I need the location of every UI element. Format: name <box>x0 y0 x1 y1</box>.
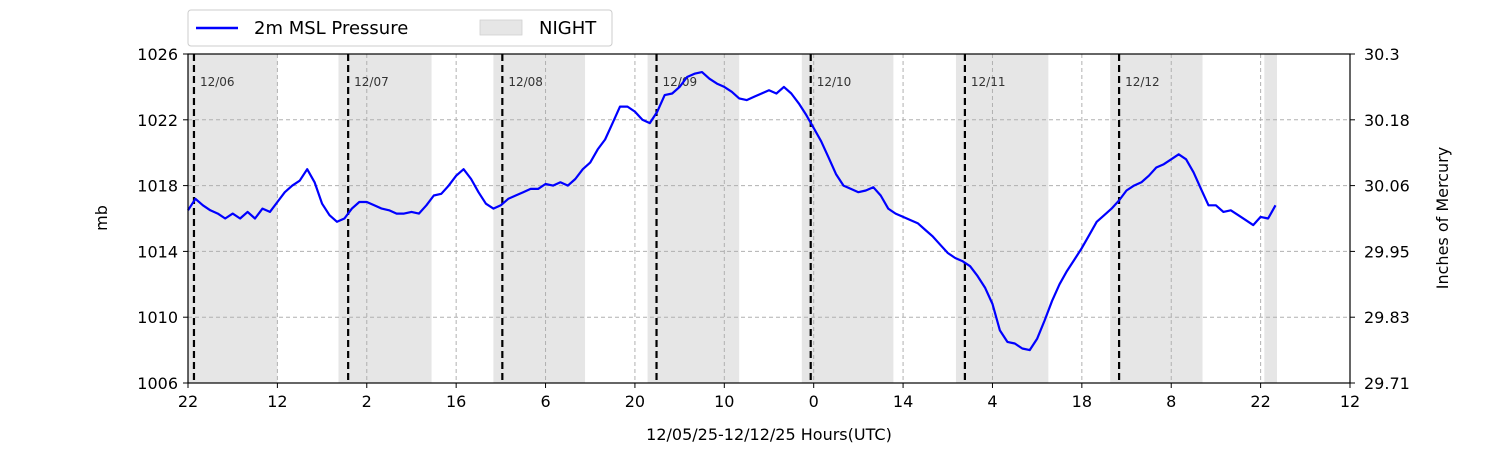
legend: 2m MSL Pressure NIGHT <box>187 9 613 47</box>
grid-lines <box>188 54 1350 383</box>
y-tick-label: 1010 <box>137 308 178 327</box>
legend-night-swatch <box>479 19 523 36</box>
y2-tick-label: 29.95 <box>1364 242 1410 261</box>
night-band <box>1264 54 1278 383</box>
night-band <box>1110 54 1203 383</box>
x-tick-label: 20 <box>625 392 645 411</box>
x-tick-label: 22 <box>178 392 198 411</box>
day-marker-label: 12/12 <box>1125 75 1160 89</box>
night-band <box>955 54 1049 383</box>
y2-axis-label: Inches of Mercury <box>1433 147 1452 289</box>
y2-tick-label: 29.71 <box>1364 374 1410 393</box>
x-tick-label: 12 <box>1340 392 1360 411</box>
y-tick-label: 1026 <box>137 45 178 64</box>
night-band <box>493 54 586 383</box>
x-tick-label: 10 <box>714 392 734 411</box>
x-axis-label: 12/05/25-12/12/25 Hours(UTC) <box>646 425 892 444</box>
x-tick-label: 12 <box>267 392 287 411</box>
legend-series-label: 2m MSL Pressure <box>254 18 408 39</box>
y-tick-label: 1022 <box>137 111 178 130</box>
night-band <box>188 54 278 383</box>
plot-frame <box>187 53 1351 384</box>
x-tick-label: 4 <box>987 392 997 411</box>
x-tick-label: 18 <box>1072 392 1092 411</box>
x-tick-label: 8 <box>1166 392 1176 411</box>
y2-tick-label: 29.83 <box>1364 308 1410 327</box>
legend-night-label: NIGHT <box>539 18 597 39</box>
day-marker-label: 12/07 <box>354 75 389 89</box>
day-markers: 12/06 12/07 12/08 12/09 12/10 12/11 12/12 <box>192 54 1160 383</box>
y-tick-label: 1014 <box>137 242 178 261</box>
day-marker-label: 12/06 <box>200 75 235 89</box>
x-tick-label: 14 <box>893 392 913 411</box>
x-tick-label: 6 <box>540 392 550 411</box>
night-bands <box>188 54 1278 383</box>
x-tick-label: 22 <box>1250 392 1270 411</box>
x-tick-label: 2 <box>362 392 372 411</box>
y-tick-label: 1006 <box>137 374 178 393</box>
x-tick-label: 0 <box>809 392 819 411</box>
legend-frame <box>187 9 613 47</box>
axis-ticks: 22 12 2 16 6 20 10 0 14 4 18 8 22 12 1006 29.71 1010 29.8… <box>137 45 1410 411</box>
pressure-series-line <box>187 70 1277 352</box>
y-tick-label: 1018 <box>137 177 178 196</box>
night-band <box>338 54 432 383</box>
y-axis-label: mb <box>92 205 111 231</box>
series-layer <box>187 70 1277 352</box>
day-marker-label: 12/10 <box>817 75 852 89</box>
day-marker-label: 12/09 <box>663 75 698 89</box>
day-marker-label: 12/11 <box>971 75 1006 89</box>
night-band <box>801 54 894 383</box>
x-tick-label: 16 <box>446 392 466 411</box>
y2-tick-label: 30.3 <box>1364 45 1400 64</box>
y2-tick-label: 30.18 <box>1364 111 1410 130</box>
day-marker-label: 12/08 <box>508 75 543 89</box>
y2-tick-label: 30.06 <box>1364 177 1410 196</box>
